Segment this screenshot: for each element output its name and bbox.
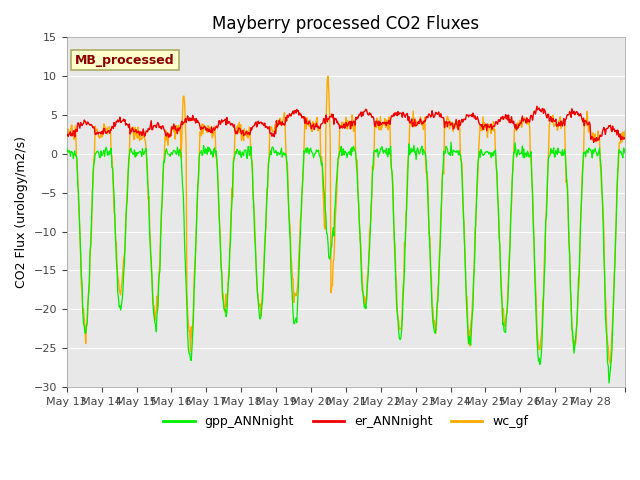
wc_gf [324, 73, 332, 79]
wc_gf [259, 289, 266, 295]
er_ANNnight [435, 109, 442, 115]
gpp_ANNnight [605, 380, 613, 386]
gpp_ANNnight [280, 150, 287, 156]
gpp_ANNnight [404, 185, 412, 191]
Line: wc_gf: wc_gf [67, 76, 625, 364]
wc_gf [63, 130, 70, 136]
Line: er_ANNnight: er_ANNnight [67, 106, 625, 142]
Line: gpp_ANNnight: gpp_ANNnight [67, 142, 625, 383]
wc_gf [231, 132, 239, 137]
er_ANNnight [231, 128, 239, 133]
gpp_ANNnight [231, 153, 239, 158]
gpp_ANNnight [129, 149, 136, 155]
er_ANNnight [129, 125, 136, 131]
er_ANNnight [590, 139, 598, 145]
Title: Mayberry processed CO2 Fluxes: Mayberry processed CO2 Fluxes [212, 15, 479, 33]
er_ANNnight [280, 121, 287, 127]
Text: MB_processed: MB_processed [75, 54, 175, 67]
gpp_ANNnight [621, 150, 629, 156]
wc_gf [280, 115, 287, 121]
wc_gf [129, 126, 136, 132]
Y-axis label: CO2 Flux (urology/m2/s): CO2 Flux (urology/m2/s) [15, 136, 28, 288]
gpp_ANNnight [259, 298, 266, 304]
wc_gf [607, 361, 614, 367]
er_ANNnight [63, 131, 70, 137]
er_ANNnight [533, 103, 541, 109]
er_ANNnight [404, 110, 412, 116]
gpp_ANNnight [435, 274, 442, 280]
wc_gf [436, 250, 444, 255]
er_ANNnight [621, 135, 629, 141]
wc_gf [621, 128, 629, 134]
gpp_ANNnight [447, 139, 455, 145]
wc_gf [404, 157, 412, 163]
er_ANNnight [259, 120, 266, 126]
gpp_ANNnight [63, 145, 70, 151]
Legend: gpp_ANNnight, er_ANNnight, wc_gf: gpp_ANNnight, er_ANNnight, wc_gf [158, 410, 534, 433]
